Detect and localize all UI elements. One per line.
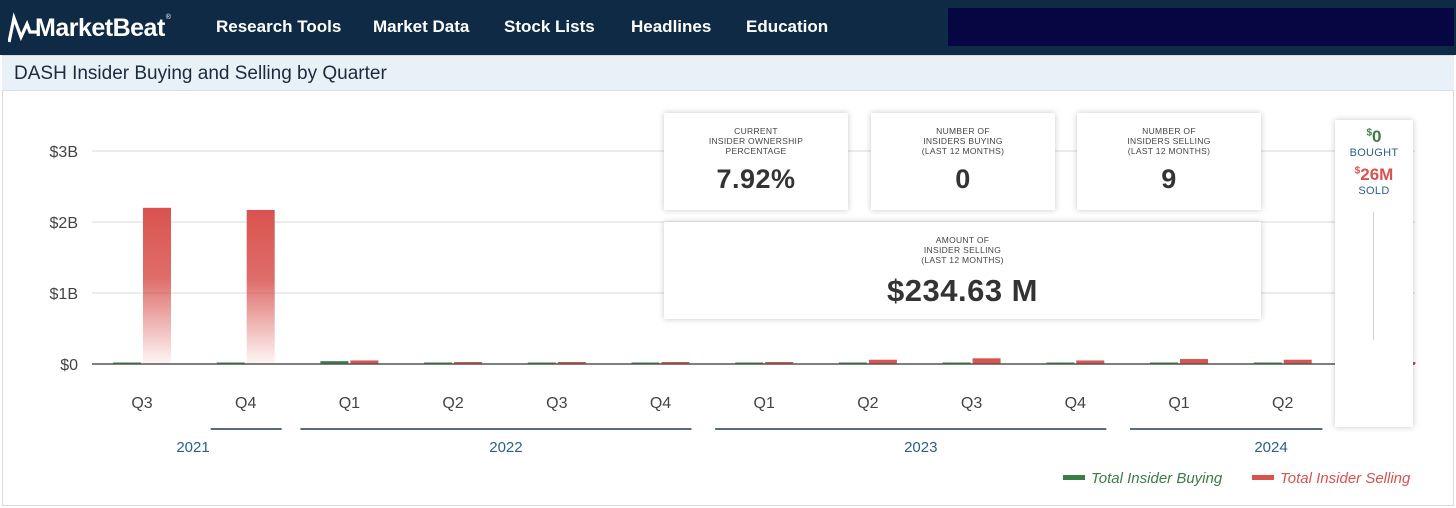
legend-buying-label: Total Insider Buying bbox=[1091, 470, 1223, 487]
nav-stock-lists[interactable]: Stock Lists bbox=[504, 17, 595, 36]
amount-selling-card: AMOUNT OF INSIDER SELLING (LAST 12 MONTHS)… bbox=[664, 222, 1261, 319]
year-label: 2023 bbox=[904, 439, 937, 456]
x-tick-label: Q2 bbox=[1272, 395, 1293, 412]
x-tick-label: Q1 bbox=[754, 395, 775, 412]
amount-selling-label: AMOUNT OF INSIDER SELLING (LAST 12 MONTHS) bbox=[921, 235, 1004, 265]
nav-market-data[interactable]: Market Data bbox=[373, 17, 470, 36]
legend-buying-swatch bbox=[1063, 475, 1085, 480]
y-tick-label: $3B bbox=[50, 144, 78, 161]
insiders-buying-label: NUMBER OF INSIDERS BUYING (LAST 12 MONTHS) bbox=[921, 126, 1005, 156]
selling-bar bbox=[1283, 359, 1312, 364]
year-label: 2024 bbox=[1254, 439, 1287, 456]
amount-selling-value: $234.63 M bbox=[887, 273, 1038, 308]
title-bar: DASH Insider Buying and Selling by Quart… bbox=[2, 55, 1454, 91]
insiders-selling-label: NUMBER OF INSIDERS SELLING (LAST 12 MONTHS… bbox=[1127, 126, 1211, 156]
selling-bar bbox=[557, 362, 586, 364]
sold-amount: $26M bbox=[1354, 165, 1394, 184]
bought-label: BOUGHT bbox=[1349, 147, 1399, 159]
nav-education[interactable]: Education bbox=[746, 17, 829, 36]
selling-bar bbox=[765, 362, 794, 364]
x-tick-label: Q3 bbox=[131, 395, 152, 412]
selling-bar bbox=[1180, 359, 1208, 364]
year-label: 2022 bbox=[489, 439, 522, 456]
x-tick-label: Q2 bbox=[857, 395, 878, 412]
nav-headlines[interactable]: Headlines bbox=[631, 17, 712, 36]
x-tick-label: Q4 bbox=[235, 395, 256, 412]
trademark-mark: ® bbox=[165, 14, 171, 21]
year-label: 2021 bbox=[176, 439, 209, 456]
selling-bar bbox=[143, 207, 171, 364]
buying-bar bbox=[320, 361, 349, 364]
selling-bar bbox=[246, 209, 275, 364]
insiders-selling-value: 9 bbox=[1161, 164, 1177, 194]
ownership-label: CURRENT INSIDER OWNERSHIP PERCENTAGE bbox=[708, 126, 804, 156]
selling-bar bbox=[350, 360, 379, 364]
y-tick-label: $2B bbox=[50, 215, 78, 232]
x-tick-label: Q2 bbox=[442, 395, 463, 412]
logo-m-icon bbox=[8, 12, 37, 43]
nav-research-tools[interactable]: Research Tools bbox=[216, 17, 342, 36]
insiders-buying-card: NUMBER OF INSIDERS BUYING (LAST 12 MONTHS)… bbox=[871, 113, 1055, 210]
nav-search-area[interactable] bbox=[948, 8, 1454, 46]
x-tick-label: Q3 bbox=[546, 395, 567, 412]
chart-frame bbox=[2, 90, 1454, 506]
insiders-buying-value: 0 bbox=[955, 164, 971, 194]
ownership-value: 7.92% bbox=[716, 164, 796, 194]
marketbeat-logo[interactable]: MarketBeat ® bbox=[8, 8, 171, 48]
insiders-selling-card: NUMBER OF INSIDERS SELLING (LAST 12 MONTHS… bbox=[1077, 113, 1261, 210]
selling-bar bbox=[454, 362, 483, 364]
ownership-card: CURRENT INSIDER OWNERSHIP PERCENTAGE 7.92% bbox=[664, 113, 848, 210]
legend-selling-swatch bbox=[1252, 475, 1274, 480]
logo-text: MarketBeat bbox=[35, 13, 165, 42]
y-tick-label: $1B bbox=[50, 286, 78, 303]
selling-bar bbox=[972, 358, 1001, 364]
top-navbar: MarketBeat ® Research Tools Market Data … bbox=[0, 0, 1456, 55]
current-quarter-panel: $0 BOUGHT $26M SOLD bbox=[1335, 120, 1413, 427]
legend-selling-label: Total Insider Selling bbox=[1280, 470, 1411, 487]
panel-connector-line bbox=[1373, 212, 1374, 340]
sold-label: SOLD bbox=[1358, 185, 1390, 197]
x-tick-label: Q3 bbox=[961, 395, 982, 412]
selling-bar bbox=[661, 362, 690, 364]
x-tick-label: Q4 bbox=[1065, 395, 1086, 412]
x-tick-label: Q4 bbox=[650, 395, 671, 412]
selling-bar bbox=[868, 359, 897, 364]
bought-amount: $0 bbox=[1366, 127, 1382, 146]
selling-bar bbox=[1076, 360, 1105, 364]
x-tick-label: Q1 bbox=[1168, 395, 1189, 412]
x-tick-label: Q1 bbox=[339, 395, 360, 412]
page-title: DASH Insider Buying and Selling by Quart… bbox=[14, 63, 387, 84]
y-tick-label: $0 bbox=[60, 357, 78, 374]
